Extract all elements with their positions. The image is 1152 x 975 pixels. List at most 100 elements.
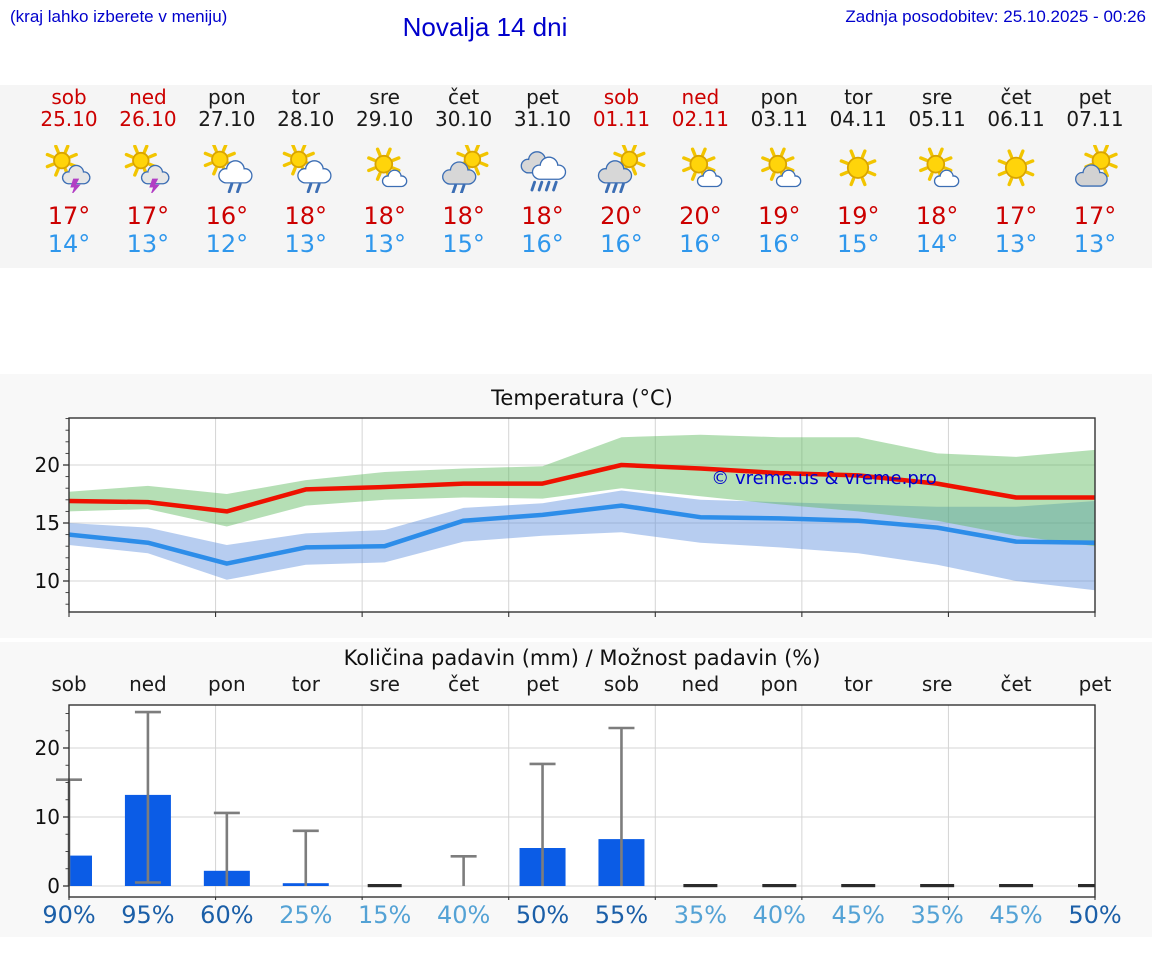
high-temperature: 18° xyxy=(284,202,328,230)
day-name: čet xyxy=(1000,85,1032,109)
precipitation-day-label: pon xyxy=(208,672,246,696)
low-temperature: 14° xyxy=(47,230,91,258)
precipitation-day-label: čet xyxy=(448,672,480,696)
precipitation-probability-label: 55% xyxy=(594,901,649,929)
high-temperature: 19° xyxy=(836,202,880,230)
day-date: 04.11 xyxy=(829,107,887,131)
temperature-chart xyxy=(0,376,1152,638)
sun-graycloud-icon xyxy=(1069,130,1121,202)
day-name: pet xyxy=(1078,85,1112,109)
precipitation-y-tick-label: 0 xyxy=(47,874,60,898)
low-temperature: 16° xyxy=(679,230,722,258)
low-temperature: 16° xyxy=(600,230,643,258)
day-name: sob xyxy=(51,85,87,109)
forecast-day-column: tor 04.11 19° 15° xyxy=(819,86,898,258)
day-date: 01.11 xyxy=(592,107,651,131)
day-name: pon xyxy=(208,85,246,109)
forecast-day-column: pet 31.10 18° 16° xyxy=(503,86,582,258)
watermark: © vreme.us & vreme.pro xyxy=(711,468,937,489)
temperature-chart-title: Temperatura (°C) xyxy=(491,386,673,410)
precipitation-day-label: tor xyxy=(844,672,873,696)
day-date: 28.10 xyxy=(277,107,335,131)
day-date: 07.11 xyxy=(1066,107,1124,131)
high-temperature: 16° xyxy=(205,202,249,230)
last-updated: Zadnja posodobitev: 25.10.2025 - 00:26 xyxy=(845,7,1146,26)
temperature-y-tick-label: 20 xyxy=(34,453,60,477)
location-hint: (kraj lahko izberete v meniju) xyxy=(10,7,228,26)
low-temperature: 13° xyxy=(1073,230,1117,258)
day-name: tor xyxy=(291,85,320,109)
precipitation-day-label: sob xyxy=(603,672,640,696)
day-date: 02.11 xyxy=(671,107,729,131)
day-date: 05.11 xyxy=(908,107,966,131)
precipitation-day-label: sre xyxy=(369,672,400,696)
low-temperature: 12° xyxy=(205,230,249,258)
high-temperature: 18° xyxy=(915,202,959,230)
precipitation-day-label: ned xyxy=(681,672,720,696)
day-date: 29.10 xyxy=(356,107,414,131)
temperature-y-tick-label: 10 xyxy=(34,569,60,593)
high-temperature: 17° xyxy=(994,202,1038,230)
precipitation-probability-label: 95% xyxy=(121,901,175,929)
high-temperature: 19° xyxy=(758,202,801,230)
precipitation-day-label: ned xyxy=(129,672,167,696)
low-temperature: 15° xyxy=(442,230,485,258)
precipitation-probability-label: 40% xyxy=(752,901,806,929)
precipitation-probability-label: 50% xyxy=(515,901,570,929)
low-temperature: 16° xyxy=(521,230,564,258)
temperature-y-tick-label: 15 xyxy=(34,511,60,535)
low-temperature: 16° xyxy=(758,230,801,258)
forecast-day-column: sre 05.11 18° 14° xyxy=(898,86,977,258)
precipitation-day-label: sob xyxy=(51,672,87,696)
precipitation-day-label: pon xyxy=(760,672,799,696)
forecast-day-column: čet 30.10 18° 15° xyxy=(424,86,503,258)
day-name: pet xyxy=(526,85,559,109)
day-name: pon xyxy=(760,85,799,109)
precipitation-day-label: pet xyxy=(1078,672,1112,696)
precipitation-probability-label: 35% xyxy=(673,901,728,929)
precipitation-day-label: tor xyxy=(291,672,320,696)
high-temperature: 17° xyxy=(1073,202,1117,230)
low-temperature: 13° xyxy=(284,230,328,258)
day-date: 06.11 xyxy=(987,107,1045,131)
precipitation-probability-label: 35% xyxy=(910,901,964,929)
high-temperature: 17° xyxy=(47,202,91,230)
sun-graycloud-rain-icon xyxy=(438,130,490,202)
high-temperature: 18° xyxy=(521,202,564,230)
forecast-day-column: sob 01.11 20° 16° xyxy=(582,86,661,258)
sun-small-cloud-icon xyxy=(753,130,805,202)
sun-cloud-lightning-icon xyxy=(122,130,174,202)
precipitation-probability-label: 15% xyxy=(358,901,412,929)
forecast-day-column: tor 28.10 18° 13° xyxy=(266,86,345,258)
day-date: 03.11 xyxy=(750,107,808,131)
forecast-day-column: sob 25.10 17° 14° xyxy=(30,86,109,258)
sun-cloud-rain-icon xyxy=(280,130,332,202)
high-temperature: 18° xyxy=(363,202,406,230)
precipitation-probability-label: 50% xyxy=(1068,901,1122,929)
precipitation-day-label: pet xyxy=(526,672,559,696)
forecast-day-column: pon 03.11 19° 16° xyxy=(740,86,819,258)
forecast-day-column: ned 26.10 17° 13° xyxy=(108,86,187,258)
precipitation-probability-label: 45% xyxy=(831,901,885,929)
low-temperature: 13° xyxy=(994,230,1038,258)
sun-icon xyxy=(990,130,1042,202)
rain-heavy-icon xyxy=(517,130,569,202)
precipitation-y-tick-label: 20 xyxy=(34,736,60,760)
forecast-day-column: ned 02.11 20° 16° xyxy=(661,86,740,258)
day-date: 25.10 xyxy=(40,107,98,131)
precipitation-day-label: čet xyxy=(1000,672,1032,696)
low-temperature: 15° xyxy=(836,230,880,258)
day-name: ned xyxy=(129,85,167,109)
precipitation-probability-label: 40% xyxy=(436,901,491,929)
sun-icon xyxy=(832,130,884,202)
precipitation-probability-label: 90% xyxy=(42,901,96,929)
day-name: čet xyxy=(448,85,480,109)
precipitation-chart xyxy=(0,698,1152,900)
sun-small-cloud-icon xyxy=(359,130,411,202)
high-temperature: 20° xyxy=(600,202,643,230)
forecast-day-column: sre 29.10 18° 13° xyxy=(345,86,424,258)
forecast-day-column: čet 06.11 17° 13° xyxy=(977,86,1056,258)
precipitation-probability-label: 60% xyxy=(200,901,254,929)
sun-graycloud-rain-heavy-icon xyxy=(595,130,647,202)
